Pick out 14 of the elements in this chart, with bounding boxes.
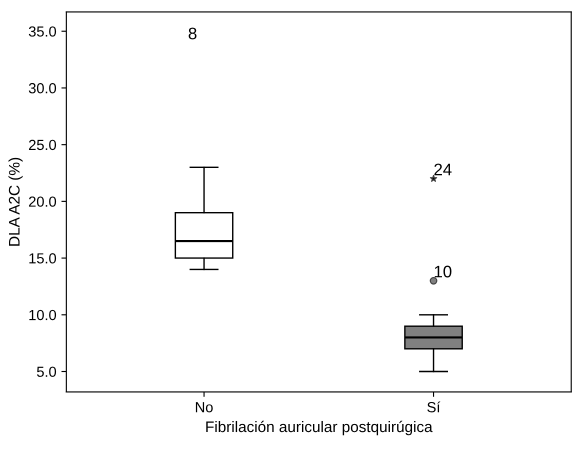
y-tick-label: 10.0: [29, 310, 56, 320]
annotation: 10: [434, 266, 452, 278]
x-axis-title: Fibrilación auricular postquirúgica: [206, 420, 433, 436]
y-tick-label: 15.0: [29, 253, 56, 264]
annotation: 8: [188, 28, 196, 40]
y-tick-label: 20.0: [28, 196, 56, 207]
y-tick-label: 5.0: [36, 366, 56, 377]
annotation: 24: [434, 164, 452, 176]
x-tick-label: Sí: [427, 401, 440, 412]
x-tick-label: No: [196, 402, 213, 412]
y-tick-label: 35.0: [28, 26, 56, 37]
y-axis-title: DLA A2C (%): [8, 158, 23, 246]
y-tick-label: 30.0: [28, 83, 56, 94]
y-tick-label: 25.0: [28, 140, 56, 150]
